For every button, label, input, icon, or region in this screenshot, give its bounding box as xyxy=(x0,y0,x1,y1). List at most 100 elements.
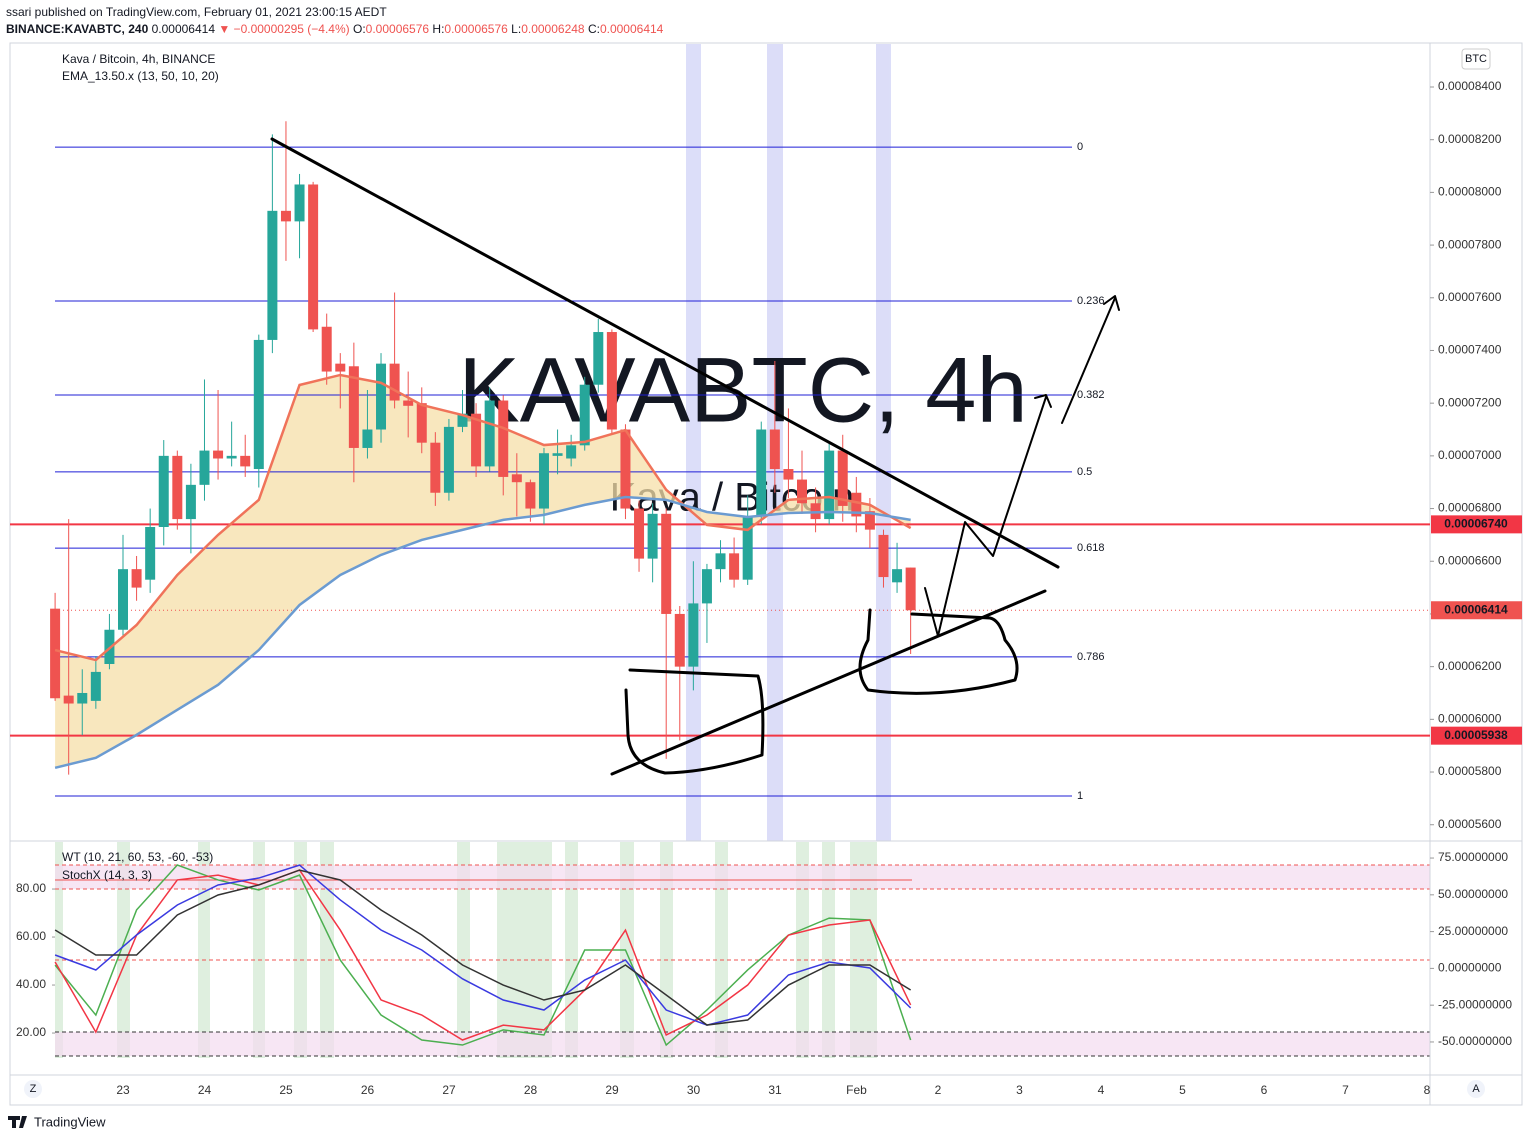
candle-body xyxy=(797,479,807,504)
header: ssari published on TradingView.com, Febr… xyxy=(6,4,663,38)
x-tick-label: Feb xyxy=(846,1083,867,1097)
candle-body xyxy=(634,508,645,559)
fib-label: 0.5 xyxy=(1077,466,1092,478)
band xyxy=(822,842,835,1058)
band xyxy=(55,842,63,1058)
x-tick-label: 3 xyxy=(1016,1083,1023,1097)
y-tick-label: 0.00006000 xyxy=(1438,712,1502,726)
y-tick-label: 60.00 xyxy=(16,929,46,943)
x-tick-label: 27 xyxy=(442,1083,456,1097)
y2-tick-label: 25.00000000 xyxy=(1438,924,1508,938)
candle-body xyxy=(280,210,291,222)
price-tag-label: 0.00005938 xyxy=(1444,728,1508,742)
y-tick-label: 0.00007200 xyxy=(1438,395,1502,409)
osc-line xyxy=(54,864,912,1047)
y2-tick-label: -50.00000000 xyxy=(1438,1034,1512,1048)
y-tick-label: 0.00006800 xyxy=(1438,501,1502,515)
y-tick-label: 0.00006200 xyxy=(1438,659,1502,673)
x-tick-label: 24 xyxy=(198,1083,212,1097)
symbol: BINANCE:KAVABTC, 240 xyxy=(6,22,149,36)
arrow-head xyxy=(1034,394,1052,408)
auto-label: A xyxy=(1472,1083,1480,1095)
y-tick-label: 0.00008400 xyxy=(1438,79,1502,93)
candle-body xyxy=(824,450,835,520)
annotations xyxy=(270,137,1120,776)
candle-body xyxy=(172,455,183,520)
band xyxy=(796,842,809,1058)
candle-body xyxy=(77,692,88,704)
candle-body xyxy=(484,400,495,467)
candle-body xyxy=(783,469,794,480)
arrow-path xyxy=(1061,297,1116,424)
candle-body xyxy=(430,442,441,493)
price-tag-label: 0.00006740 xyxy=(1444,517,1508,531)
marks: 0.00008400 0.00008200 0.00008000 0.00007800… xyxy=(10,79,1522,1097)
candle-body xyxy=(593,332,604,385)
x-tick-label: 29 xyxy=(605,1083,619,1097)
y2-tick-label: 0.00000000 xyxy=(1438,961,1502,975)
candle-body xyxy=(851,492,862,517)
symbol-line: BINANCE:KAVABTC, 240 0.00006414 ▼ −0.000… xyxy=(6,21,663,38)
candle-body xyxy=(267,210,278,340)
arrow-path xyxy=(924,396,1047,637)
candle-body xyxy=(620,429,631,509)
candle-body xyxy=(579,384,590,446)
candle-body xyxy=(756,429,767,517)
y-tick-label: 0.00005800 xyxy=(1438,764,1502,778)
candle-body xyxy=(403,400,414,406)
y-tick-label: 0.00008000 xyxy=(1438,185,1502,199)
candle-body xyxy=(878,534,889,578)
candle-body xyxy=(905,567,916,611)
band xyxy=(457,842,470,1058)
candle-body xyxy=(416,403,427,443)
candle-body xyxy=(253,339,264,470)
x-tick-label: 23 xyxy=(116,1083,130,1097)
candle-body xyxy=(118,569,128,630)
candle-body xyxy=(389,363,400,401)
y2-tick-label: 75.00000000 xyxy=(1438,850,1508,864)
band xyxy=(660,842,673,1058)
candle-body xyxy=(131,569,142,588)
fib-label: 0.236 xyxy=(1077,295,1105,307)
auto-button[interactable] xyxy=(1467,1080,1485,1098)
candle-body xyxy=(443,426,454,493)
currency-box[interactable] xyxy=(1461,48,1491,70)
candle-body xyxy=(226,455,237,459)
candle-body xyxy=(457,413,468,427)
zoom-button[interactable] xyxy=(24,1080,42,1098)
y-tick-label: 40.00 xyxy=(16,977,46,991)
x-tick-label: 28 xyxy=(524,1083,538,1097)
band xyxy=(565,842,578,1058)
candle-body xyxy=(348,366,359,448)
y2-tick-label: 50.00000000 xyxy=(1438,887,1508,901)
candle-body xyxy=(769,429,780,470)
y-tick-label: 80.00 xyxy=(16,881,46,895)
candle-body xyxy=(566,445,577,459)
ema-line xyxy=(54,495,911,770)
oversold-zone xyxy=(55,1032,1430,1056)
candle-body xyxy=(376,363,387,430)
l-value: 0.00006248 xyxy=(521,22,585,36)
candle-body xyxy=(362,429,373,448)
fib-label: 0.382 xyxy=(1077,389,1105,401)
osc-levels xyxy=(55,864,1430,1057)
candle-body xyxy=(321,326,332,372)
candle-body xyxy=(185,484,196,520)
candle-body xyxy=(837,450,848,506)
publish-line: ssari published on TradingView.com, Febr… xyxy=(6,5,387,19)
candle-body xyxy=(674,613,685,667)
band xyxy=(117,842,130,1058)
indicator-name: EMA_13.50.x (13, 50, 10, 20) xyxy=(62,69,219,83)
candle-body xyxy=(688,603,699,667)
candle-body xyxy=(701,569,712,604)
osc-label: WT (10, 21, 60, 53, -60, -53) xyxy=(62,850,213,864)
candle-body xyxy=(213,450,224,459)
y2-tick-label: -25.00000000 xyxy=(1438,997,1512,1011)
candle-body xyxy=(498,400,509,477)
y-tick-label: 0.00007600 xyxy=(1438,290,1502,304)
l-key: L: xyxy=(511,22,522,36)
x-tick-label: 5 xyxy=(1179,1083,1186,1097)
o-key: O: xyxy=(353,22,366,36)
